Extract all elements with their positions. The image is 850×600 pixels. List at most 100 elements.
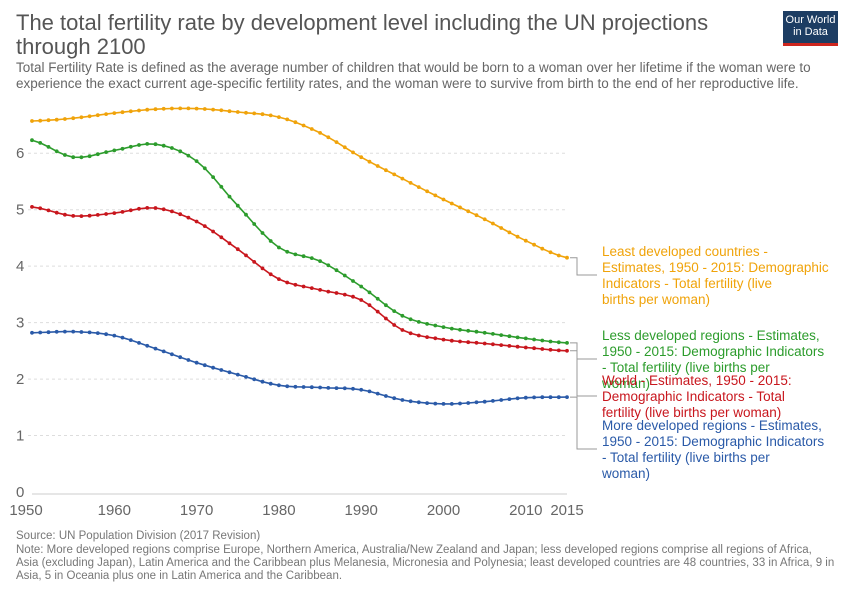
data-point xyxy=(342,273,347,278)
data-point xyxy=(318,288,322,292)
note-text: Note: More developed regions comprise Eu… xyxy=(16,544,835,582)
data-point xyxy=(137,108,141,113)
owid-logo[interactable]: Our World in Data xyxy=(783,11,838,46)
series-label-line: fertility (live births per woman) xyxy=(602,405,781,420)
data-point xyxy=(112,211,117,216)
data-point xyxy=(211,107,216,112)
data-point xyxy=(556,348,561,353)
series-label: World - Estimates, 1950 - 2015: Demograph… xyxy=(602,373,792,420)
data-point xyxy=(170,352,174,357)
data-point xyxy=(392,396,397,401)
data-point xyxy=(482,341,487,346)
data-point xyxy=(219,108,224,113)
data-point xyxy=(95,152,100,157)
data-point xyxy=(95,331,100,335)
data-point xyxy=(565,341,569,345)
data-point xyxy=(334,291,339,295)
data-point xyxy=(79,330,84,334)
data-point xyxy=(474,340,479,345)
data-point xyxy=(309,256,314,260)
data-point xyxy=(375,296,380,301)
data-point xyxy=(548,250,553,255)
data-point xyxy=(301,254,306,259)
data-point xyxy=(384,316,388,321)
series-label-line: woman) xyxy=(601,466,650,481)
data-point xyxy=(375,391,380,396)
data-point xyxy=(153,346,158,351)
data-point xyxy=(170,209,174,214)
data-point xyxy=(293,252,298,257)
x-tick-label: 1990 xyxy=(345,502,378,519)
data-point xyxy=(137,206,141,211)
data-point xyxy=(38,118,43,123)
label-connector xyxy=(570,350,597,397)
series-label-line: 1950 - 2015: Demographic Indicators xyxy=(602,434,824,449)
data-point xyxy=(384,303,388,308)
data-point xyxy=(87,330,92,335)
data-point xyxy=(186,153,191,158)
data-point xyxy=(285,384,290,389)
logo-line-1: Our World xyxy=(785,14,836,26)
chart-footer: Source: UN Population Division (2017 Rev… xyxy=(16,530,836,583)
data-point xyxy=(161,143,166,148)
data-point xyxy=(161,207,166,212)
data-point xyxy=(186,106,191,111)
data-point xyxy=(458,339,462,344)
data-point xyxy=(244,253,248,258)
data-point xyxy=(194,106,199,111)
data-point xyxy=(367,159,372,164)
data-point xyxy=(334,386,339,390)
data-point xyxy=(449,201,454,206)
data-point xyxy=(301,123,306,128)
data-point xyxy=(433,401,438,406)
data-point xyxy=(54,149,59,154)
data-point xyxy=(79,214,84,219)
data-point xyxy=(408,399,413,404)
data-point xyxy=(433,323,438,328)
data-point xyxy=(351,386,355,391)
data-point xyxy=(260,379,265,384)
data-point xyxy=(392,309,397,313)
data-point xyxy=(416,400,421,405)
data-point xyxy=(515,335,520,340)
data-point xyxy=(285,280,290,285)
data-point xyxy=(532,395,536,400)
data-point xyxy=(375,164,380,168)
x-tick-label: 1960 xyxy=(98,502,131,519)
data-point xyxy=(211,175,216,180)
data-point xyxy=(565,395,569,399)
y-tick-label: 3 xyxy=(16,315,24,332)
data-point xyxy=(384,394,388,398)
data-point xyxy=(499,333,504,337)
data-point xyxy=(441,337,446,342)
data-point xyxy=(71,155,76,160)
data-point xyxy=(351,150,355,155)
data-point xyxy=(359,298,364,302)
data-point xyxy=(425,189,429,194)
data-point xyxy=(194,219,199,224)
data-point xyxy=(326,263,331,268)
data-point xyxy=(318,385,322,390)
data-point xyxy=(491,221,495,226)
data-point xyxy=(540,246,545,251)
data-point xyxy=(326,135,331,140)
data-point xyxy=(235,247,240,252)
data-point xyxy=(79,115,84,120)
data-point xyxy=(260,112,265,117)
data-point xyxy=(268,113,273,118)
data-point xyxy=(359,155,364,160)
data-point xyxy=(186,215,191,220)
data-point xyxy=(268,239,273,243)
data-point xyxy=(433,336,438,341)
data-point xyxy=(104,212,108,216)
x-tick-label: 2000 xyxy=(427,502,460,519)
data-point xyxy=(268,381,273,386)
data-point xyxy=(400,398,405,402)
series-label-line: More developed regions - Estimates, xyxy=(602,418,822,433)
data-point xyxy=(326,289,331,294)
data-point xyxy=(499,343,504,347)
data-point xyxy=(318,259,322,263)
data-point xyxy=(441,325,446,329)
series-label-line: - Total fertility (live births per xyxy=(602,360,770,375)
